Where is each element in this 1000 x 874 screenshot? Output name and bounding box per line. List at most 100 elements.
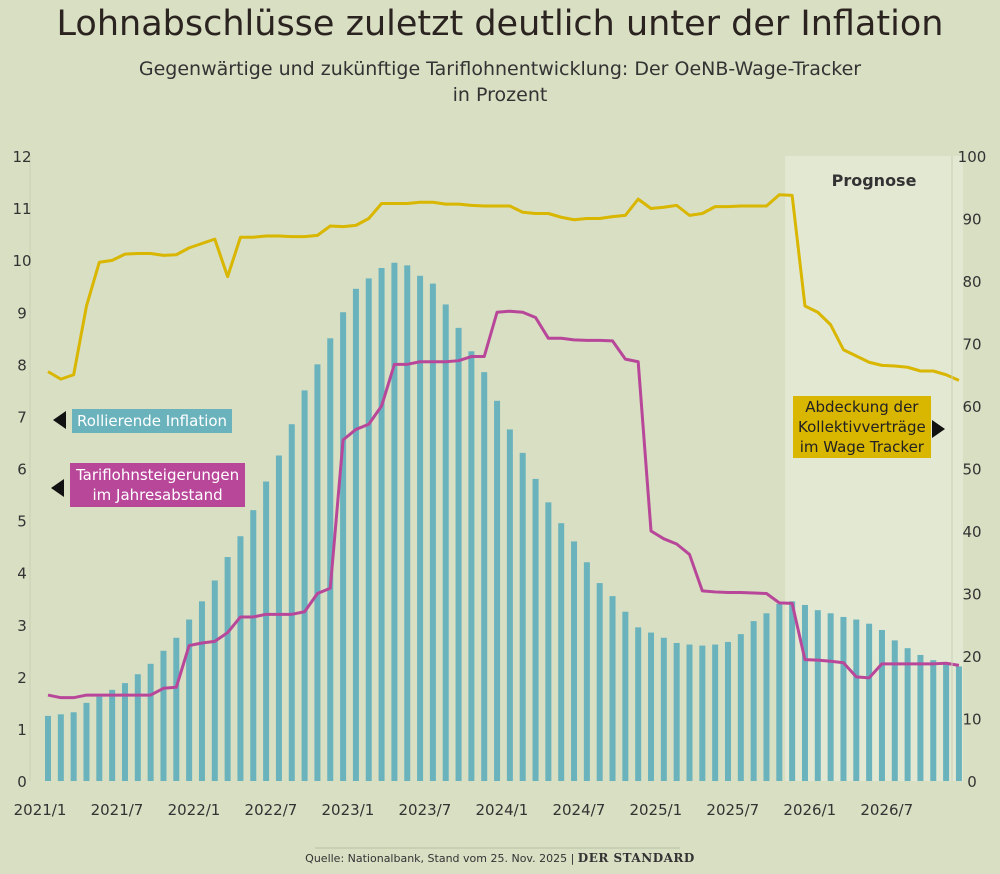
legend-coverage-line: im Wage Tracker	[799, 438, 924, 456]
inflation-bar	[134, 674, 141, 781]
y-left-tick-label: 1	[17, 721, 27, 739]
y-left-tick-label: 0	[17, 773, 27, 791]
inflation-bar	[237, 536, 244, 781]
coverage-line	[47, 193, 960, 382]
inflation-bar	[648, 632, 655, 781]
inflation-bars	[45, 262, 962, 782]
y-left-tick-label: 10	[12, 252, 31, 270]
inflation-bar	[699, 645, 706, 781]
inflation-bar	[532, 478, 539, 781]
source-note: Quelle: Nationalbank, Stand vom 25. Nov.…	[0, 851, 1000, 865]
inflation-bar	[468, 351, 475, 781]
inflation-bar	[365, 278, 372, 781]
chart-subtitle: Gegenwärtige und zukünftige Tariflohnent…	[0, 56, 1000, 108]
inflation-bar	[776, 603, 783, 781]
inflation-bar	[455, 327, 462, 781]
x-tick-label: 2025/7	[706, 801, 759, 819]
y-left-tick-label: 12	[12, 148, 31, 166]
y-right-tick-label: 100	[958, 148, 987, 166]
inflation-bar	[545, 502, 552, 781]
x-tick-label: 2024/7	[552, 801, 605, 819]
chart-title: Lohnabschlüsse zuletzt deutlich unter de…	[56, 4, 944, 44]
y-right-tick-label: 0	[967, 773, 977, 791]
inflation-bar	[571, 541, 578, 781]
x-tick-label: 2026/7	[860, 801, 913, 819]
forecast-label: Prognose	[832, 171, 917, 190]
y-left-tick-label: 4	[17, 565, 27, 583]
inflation-bar	[840, 616, 847, 781]
arrow-left-icon	[53, 411, 66, 429]
inflation-bar	[352, 288, 359, 781]
y-left-tick-label: 2	[17, 669, 27, 687]
inflation-bar	[301, 390, 308, 781]
y-right-tick-label: 80	[962, 273, 981, 291]
inflation-bar	[917, 654, 924, 781]
y-right-tick-label: 40	[962, 523, 981, 541]
brand-logo: DER STANDARD	[577, 851, 695, 865]
x-tick-label: 2023/7	[399, 801, 452, 819]
source-text: Quelle: Nationalbank, Stand vom 25. Nov.…	[305, 852, 575, 865]
inflation-bar	[635, 627, 642, 781]
inflation-bar	[198, 601, 205, 781]
inflation-bar	[57, 714, 64, 781]
x-tick-label: 2022/7	[245, 801, 298, 819]
inflation-bar	[96, 696, 103, 781]
inflation-bar	[263, 481, 270, 781]
inflation-bar	[609, 596, 616, 781]
inflation-bar	[147, 663, 154, 781]
inflation-bar	[275, 455, 282, 781]
inflation-bar	[750, 621, 757, 781]
y-right-tick-label: 60	[962, 398, 981, 416]
inflation-bar	[340, 312, 347, 781]
inflation-bar	[327, 338, 334, 781]
arrow-right-icon	[932, 420, 945, 438]
subtitle-line: Gegenwärtige und zukünftige Tariflohnent…	[138, 58, 862, 80]
inflation-bar	[404, 265, 411, 781]
y-left-tick-label: 5	[17, 513, 27, 531]
inflation-bar	[737, 634, 744, 781]
tarif-line	[47, 309, 960, 700]
inflation-bar	[70, 712, 77, 781]
inflation-bar	[878, 629, 885, 781]
legend-tarif: Tariflohnsteigerungen im Jahresabstand	[70, 463, 246, 507]
legend-inflation: Rollierende Inflation	[72, 409, 233, 433]
inflation-bar	[378, 267, 385, 782]
inflation-bar	[173, 637, 180, 781]
y-left-tick-label: 11	[12, 200, 31, 218]
inflation-bar	[250, 510, 257, 781]
inflation-bar	[955, 666, 962, 781]
legend-coverage: Abdeckung der Kollektivverträge im Wage …	[793, 396, 931, 458]
inflation-bar	[160, 650, 167, 781]
inflation-bar	[186, 619, 193, 781]
y-right-tick-label: 50	[962, 461, 981, 479]
inflation-bar	[827, 613, 834, 781]
inflation-bar	[763, 613, 770, 781]
arrow-left-icon	[51, 479, 64, 497]
y-left-tick-label: 6	[17, 461, 27, 479]
y-right-tick-label: 20	[962, 648, 981, 666]
inflation-bar	[519, 452, 526, 781]
inflation-bar	[673, 642, 680, 781]
y-right-tick-label: 70	[962, 336, 981, 354]
inflation-bar	[904, 648, 911, 781]
x-tick-label: 2025/1	[629, 801, 682, 819]
inflation-bar	[45, 715, 51, 781]
inflation-bar	[866, 623, 873, 781]
inflation-bar	[442, 304, 449, 781]
y-left-tick-label: 3	[17, 617, 27, 635]
y-right-tick-label: 30	[962, 586, 981, 604]
inflation-bar	[943, 663, 950, 781]
inflation-bar	[724, 641, 731, 781]
inflation-bar	[288, 424, 295, 781]
inflation-bar	[622, 611, 629, 781]
x-tick-label: 2024/1	[475, 801, 528, 819]
x-tick-label: 2023/1	[322, 801, 375, 819]
inflation-bar	[83, 702, 90, 781]
y-right-tick-label: 90	[962, 211, 981, 229]
inflation-bar	[481, 372, 488, 781]
x-tick-label: 2021/1	[14, 801, 67, 819]
inflation-bar	[109, 689, 116, 781]
inflation-bar	[712, 644, 719, 781]
